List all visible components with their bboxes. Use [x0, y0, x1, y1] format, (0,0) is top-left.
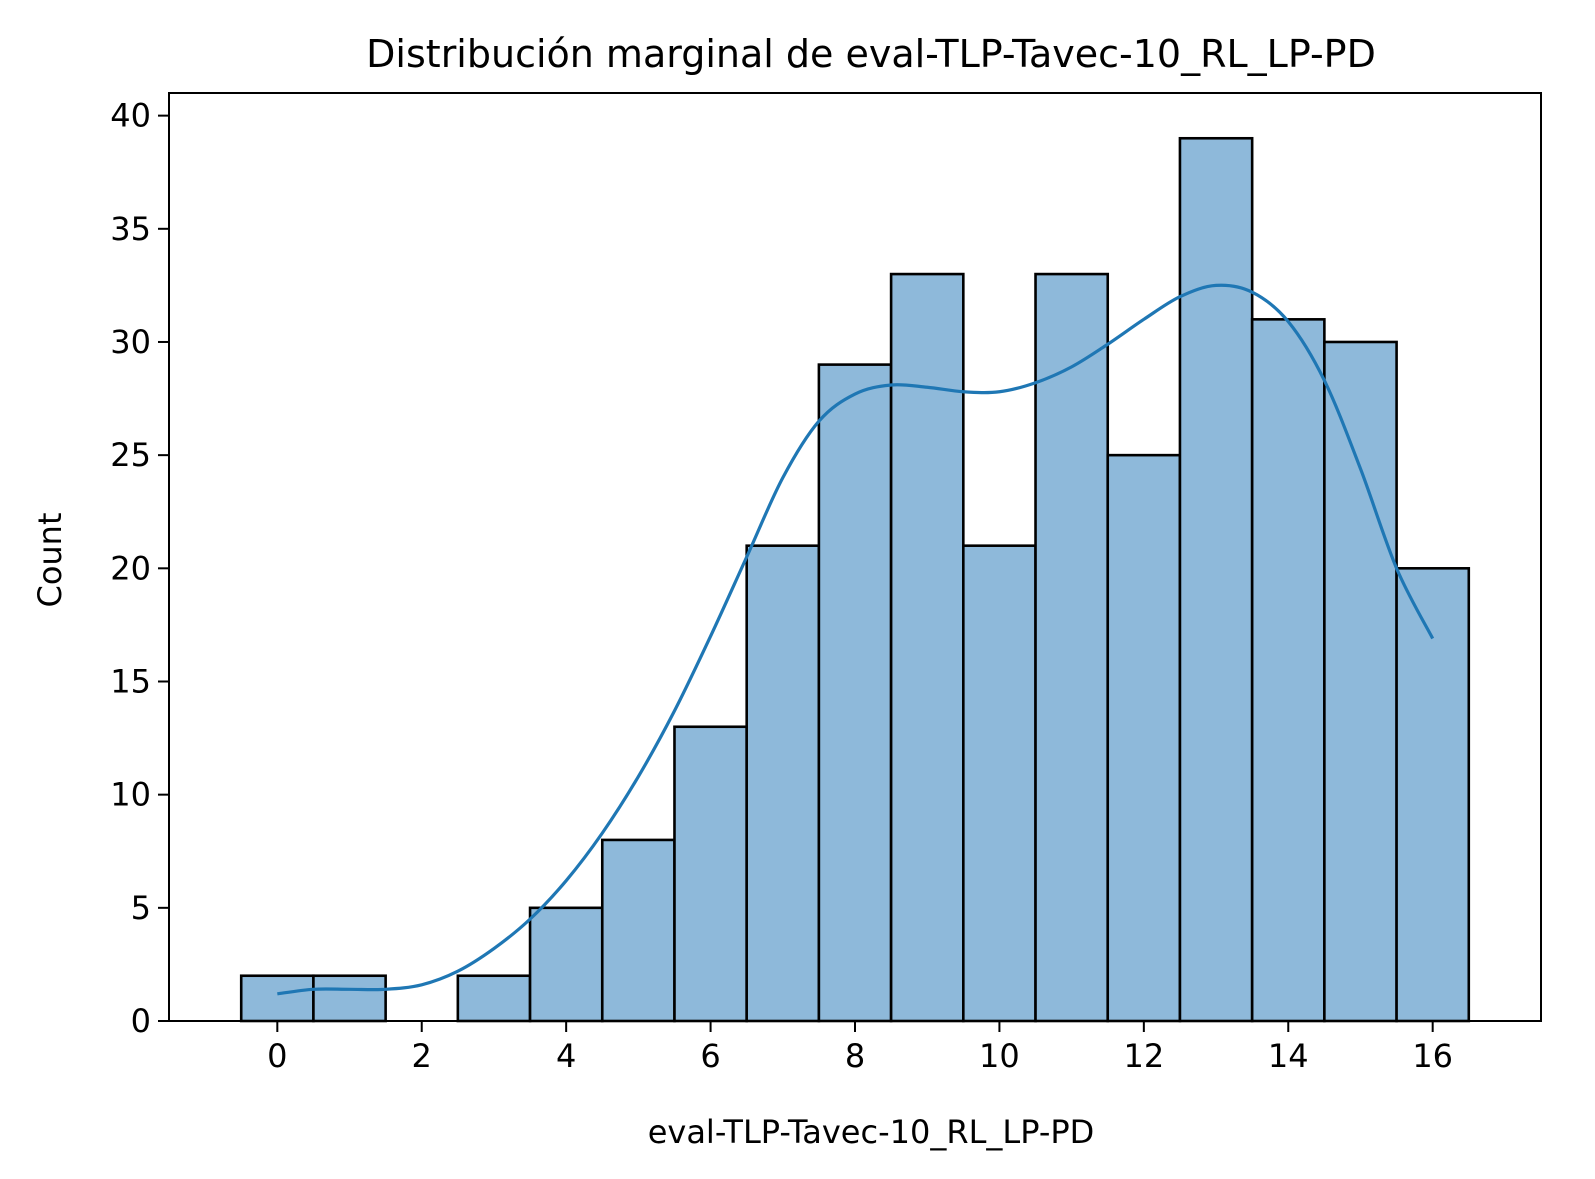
- histogram-bar: [1034, 272, 1110, 1023]
- histogram-bar: [962, 544, 1037, 1023]
- x-tick-label: 10: [979, 1037, 1020, 1075]
- histogram-bar: [312, 974, 387, 1023]
- histogram-bar: [1178, 136, 1254, 1023]
- y-axis: 0 5 10 15 20 25 30 35 40: [110, 97, 169, 1040]
- x-axis-label: eval-TLP-Tavec-10_RL_LP-PD: [648, 1113, 1095, 1151]
- histogram-bar: [1395, 567, 1471, 1023]
- bars-group: [239, 136, 1471, 1023]
- x-tick-label: 4: [556, 1037, 576, 1075]
- y-axis-label: Count: [31, 512, 69, 607]
- histogram-bar: [1106, 453, 1182, 1023]
- histogram-bar: [600, 838, 676, 1023]
- y-tick-label: 5: [131, 889, 151, 927]
- kde-curve: [277, 283, 1435, 996]
- y-tick-label: 40: [110, 97, 151, 135]
- x-tick-label: 12: [1123, 1037, 1164, 1075]
- histogram-bar: [817, 363, 893, 1023]
- y-tick-label: 35: [110, 210, 151, 248]
- x-tick-label: 8: [845, 1037, 865, 1075]
- x-tick-label: 6: [700, 1037, 720, 1075]
- y-tick-label: 15: [110, 662, 151, 700]
- histogram-bar: [673, 725, 748, 1023]
- histogram-bar: [456, 974, 532, 1023]
- x-axis: 0 2 4 6 8 10 12 14 16: [267, 1021, 1453, 1075]
- x-tick-label: 14: [1268, 1037, 1309, 1075]
- y-tick-label: 25: [110, 436, 151, 474]
- y-tick-label: 10: [110, 776, 151, 814]
- histogram-bar: [889, 272, 965, 1023]
- histogram-bar: [528, 906, 604, 1023]
- y-tick-label: 0: [131, 1002, 151, 1040]
- x-tick-label: 0: [267, 1037, 287, 1075]
- histogram-bar: [1323, 340, 1398, 1023]
- x-tick-label: 16: [1412, 1037, 1453, 1075]
- histogram-bar: [239, 974, 315, 1023]
- y-tick-label: 20: [110, 549, 151, 587]
- histogram-bar: [1250, 318, 1326, 1023]
- x-tick-label: 2: [412, 1037, 432, 1075]
- chart-title: Distribución marginal de eval-TLP-Tavec-…: [366, 32, 1376, 76]
- histogram-bar: [745, 544, 821, 1023]
- y-tick-label: 30: [110, 323, 151, 361]
